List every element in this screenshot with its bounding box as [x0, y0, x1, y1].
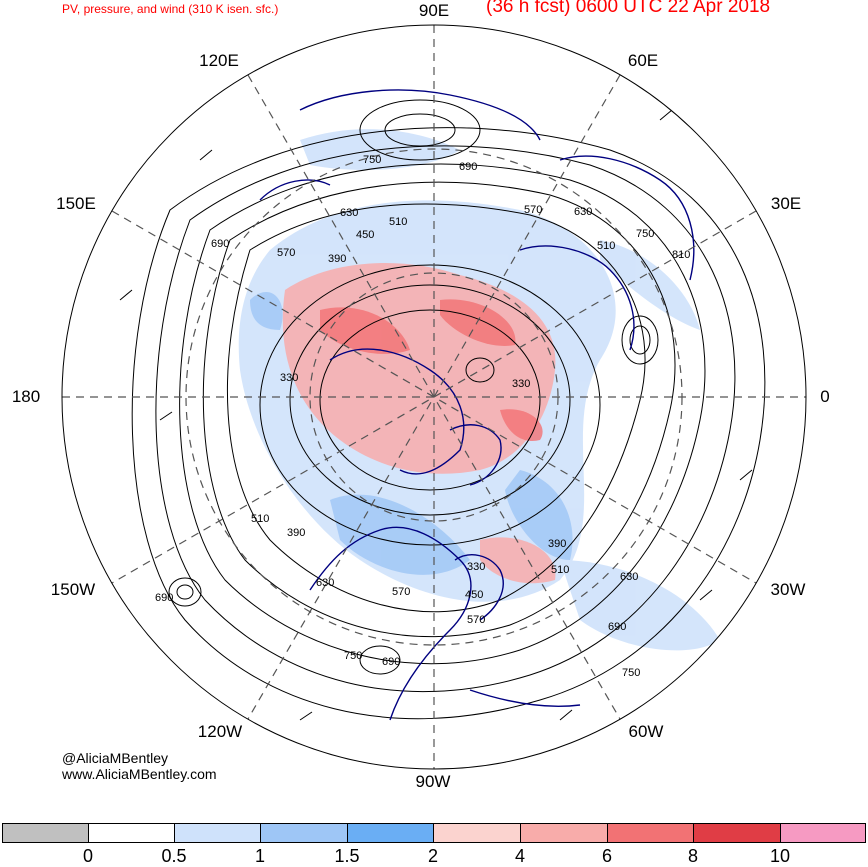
lon-label-90w: 90W	[415, 772, 451, 791]
lon-label-150w: 150W	[50, 580, 96, 599]
contour-label: 630	[620, 571, 638, 583]
contour-label: 570	[392, 586, 410, 598]
contour-label: 690	[459, 161, 477, 173]
map-title: PV, pressure, and wind (310 K isen. sfc.…	[62, 2, 279, 16]
graticule	[62, 25, 806, 769]
lon-label-120e: 120E	[199, 51, 239, 70]
credit-twitter: @AliciaMBentley	[62, 750, 169, 766]
colorbar-swatch-2	[174, 823, 261, 843]
colorbar-swatch-9	[780, 823, 866, 843]
colorbar-swatch-4	[347, 823, 434, 843]
contour-label: 750	[636, 228, 654, 240]
pv-shading-mid	[250, 291, 573, 575]
contour-label: 450	[465, 589, 483, 601]
colorbar-tick: 2	[427, 846, 439, 866]
colorbar-swatch-6	[520, 823, 608, 843]
colorbar-swatch-5	[433, 823, 521, 843]
colorbar-tick: 1	[254, 846, 266, 866]
contour-label: 810	[672, 249, 690, 261]
contour-label: 690	[211, 238, 229, 250]
contour-label: 630	[316, 577, 334, 589]
contour-label: 330	[280, 372, 298, 384]
contour-label: 750	[622, 667, 640, 679]
lon-label-60e: 60E	[627, 51, 659, 70]
colorbar-swatch-8	[693, 823, 781, 843]
forecast-valid-time: (36 h fcst) 0600 UTC 22 Apr 2018	[486, 0, 771, 17]
contour-label: 570	[524, 204, 542, 216]
contour-label: 750	[363, 154, 381, 166]
lon-label-30w: 30W	[770, 580, 806, 599]
colorbar-tick: 0.5	[161, 846, 187, 866]
lon-label-180: 180	[11, 387, 41, 406]
colorbar-swatch-7	[607, 823, 694, 843]
coastlines	[259, 89, 695, 721]
contour-label: 690	[382, 656, 400, 668]
contour-label: 570	[467, 614, 485, 626]
contour-label: 390	[287, 527, 305, 539]
contour-label: 630	[574, 206, 592, 218]
contour-label: 690	[608, 621, 626, 633]
credit-website: www.AliciaMBentley.com	[62, 766, 217, 782]
colorbar-tick: 6	[601, 846, 613, 866]
colorbar-swatch-3	[260, 823, 348, 843]
colorbar-tick: 0	[82, 846, 94, 866]
contour-label: 390	[548, 538, 566, 550]
colorbar-tick: 8	[687, 846, 699, 866]
contour-label: 690	[155, 592, 173, 604]
contour-label: 330	[467, 561, 485, 573]
lon-label-120w: 120W	[197, 722, 243, 741]
contour-label: 630	[340, 207, 358, 219]
lon-label-0: 0	[820, 387, 830, 406]
contour-label: 570	[277, 247, 295, 259]
map-boundary	[61, 24, 807, 770]
contour-label: 510	[597, 240, 615, 252]
colorbar-tick: 4	[514, 846, 526, 866]
colorbar-swatch-1	[88, 823, 175, 843]
wind-barbs	[119, 109, 753, 721]
colorbar-swatch-0	[2, 823, 89, 843]
contour-labels: 750 690 630 570 510 450 390 330 330 750 …	[155, 154, 690, 679]
lon-label-30e: 30E	[770, 194, 802, 213]
lon-label-90e: 90E	[418, 1, 450, 20]
contour-label: 510	[251, 513, 269, 525]
pressure-contours	[131, 99, 766, 720]
contour-label: 330	[512, 378, 530, 390]
contour-label: 510	[389, 216, 407, 228]
colorbar-tick: 1.5	[334, 846, 360, 866]
contour-label: 390	[328, 253, 346, 265]
lon-label-150e: 150E	[56, 194, 96, 213]
contour-label: 510	[551, 564, 569, 576]
contour-label: 450	[356, 229, 374, 241]
contour-label: 750	[344, 650, 362, 662]
colorbar-tick: 10	[769, 846, 791, 866]
lon-label-60w: 60W	[628, 722, 664, 741]
